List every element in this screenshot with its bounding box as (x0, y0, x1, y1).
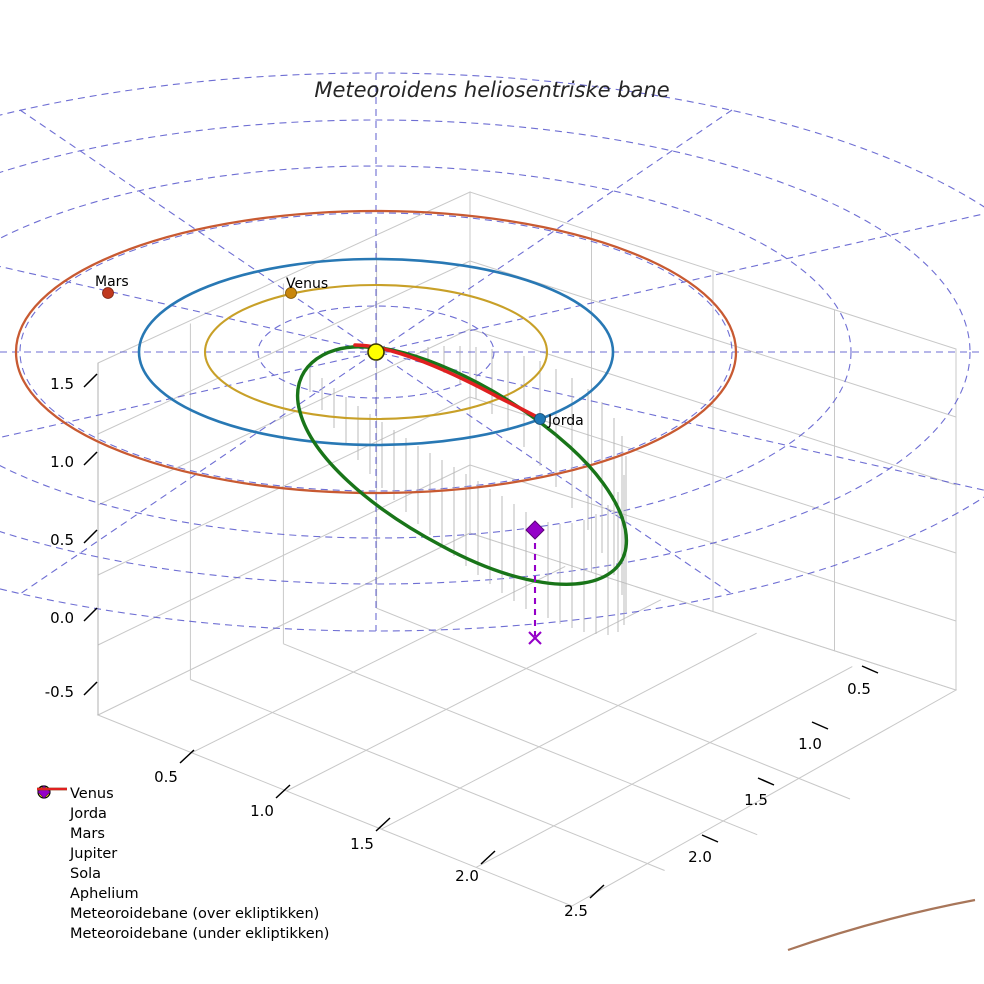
marker-aphelium (525, 520, 545, 540)
annotation-venus: Venus (286, 276, 328, 292)
legend: Venus Jorda Mars Jup (36, 784, 336, 944)
legend-label-sola: Sola (70, 866, 101, 882)
legend-label-meteoroid-over: Meteoroidebane (over ekliptikken) (70, 906, 320, 922)
z-tick-label-4: -0.5 (45, 683, 74, 701)
body-markers (102, 287, 546, 540)
marker-venus (285, 287, 297, 299)
orbit-venus (203, 283, 549, 421)
tick-marks (83, 373, 879, 899)
y-tick-label-2: 1.5 (744, 791, 768, 809)
legend-label-jupiter: Jupiter (70, 846, 118, 862)
legend-item-jupiter[interactable]: Jupiter (36, 785, 336, 864)
legend-label-jorda: Jorda (70, 806, 107, 822)
legend-label-mars: Mars (70, 826, 105, 842)
legend-label-aphelium: Aphelium (70, 886, 139, 902)
aphelium-projection-x-marker (528, 631, 542, 645)
marker-sola (367, 343, 385, 361)
z-tick-label-3: 0.0 (50, 609, 74, 627)
legend-item-venus[interactable]: Venus (36, 784, 336, 804)
legend-item-meteoroid-under[interactable]: Meteoroidebane (under ekliptikken) (36, 787, 336, 944)
x-tick-label-0: 0.5 (154, 768, 178, 786)
z-tick-label-1: 1.0 (50, 453, 74, 471)
axes-grid (96, 191, 958, 907)
x-tick-label-2: 1.5 (350, 835, 374, 853)
planet-orbits (14, 209, 976, 952)
y-tick-label-1: 1.0 (798, 735, 822, 753)
legend-item-mars[interactable]: Mars (36, 785, 336, 844)
x-tick-label-3: 2.0 (455, 867, 479, 885)
aphelium-drop-line (528, 532, 542, 645)
marker-jorda (534, 413, 546, 425)
legend-item-jorda[interactable]: Jorda (36, 785, 336, 824)
annotation-jorda: Jorda (547, 413, 584, 429)
z-tick-label-2: 0.5 (50, 531, 74, 549)
meteoroid-orbit-lower (353, 343, 543, 421)
marker-mars (102, 287, 114, 299)
y-tick-label-0: 0.5 (847, 680, 871, 698)
orbit-jorda (137, 257, 615, 447)
orbit-mars (14, 209, 738, 495)
legend-item-meteoroid-over[interactable]: Meteoroidebane (over ekliptikken) (36, 787, 336, 924)
legend-label-meteoroid-under: Meteoroidebane (under ekliptikken) (70, 926, 330, 942)
y-tick-label-3: 2.0 (688, 848, 712, 866)
orbit-jupiter (787, 898, 976, 952)
annotation-mars: Mars (95, 274, 129, 290)
x-tick-label-4: 2.5 (564, 902, 588, 920)
legend-label-venus: Venus (70, 786, 114, 802)
x-tick-label-1: 1.0 (250, 802, 274, 820)
page-title: Meteoroidens heliosentriske bane (314, 78, 669, 102)
legend-item-aphelium[interactable]: Aphelium (36, 785, 336, 904)
z-tick-label-0: 1.5 (50, 375, 74, 393)
legend-item-sola[interactable]: Sola (36, 785, 336, 884)
